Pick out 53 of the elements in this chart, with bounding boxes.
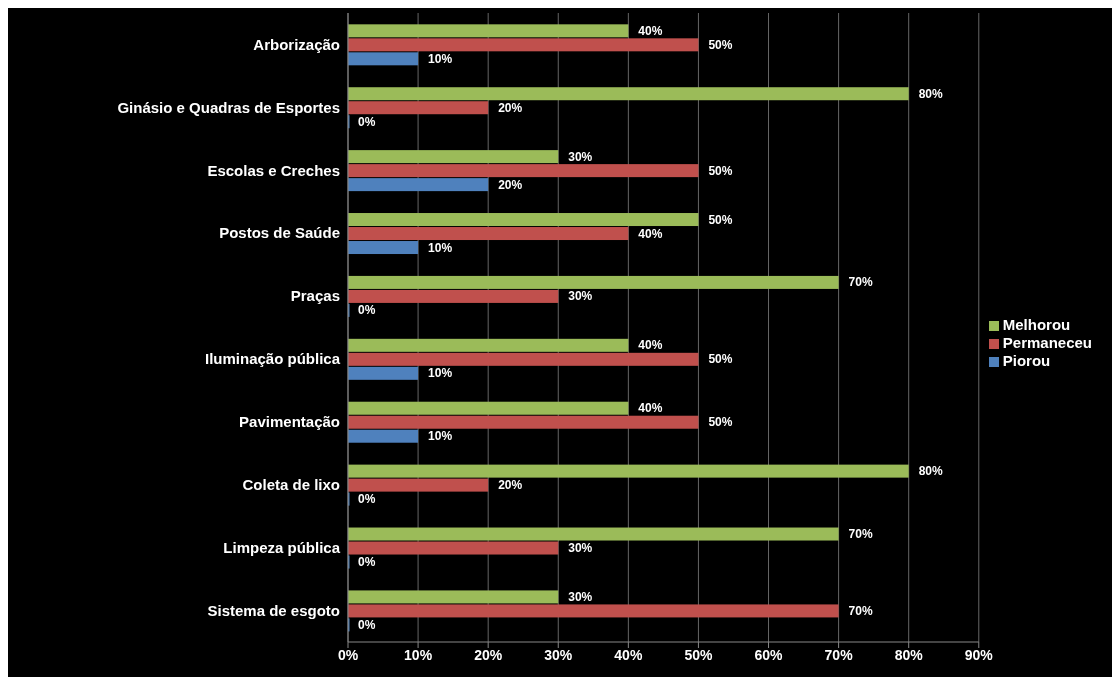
x-tick-label: 70%	[824, 646, 854, 663]
y-tick-label: Escolas e Creches	[207, 161, 340, 179]
x-tick-label: 90%	[964, 646, 994, 663]
y-tick-label: Praças	[290, 287, 340, 305]
x-tick-label: 10%	[404, 646, 433, 663]
data-label: 50%	[708, 37, 733, 52]
x-tick-label: 80%	[894, 646, 924, 663]
data-label: 50%	[708, 352, 733, 367]
y-tick-label: Arborização	[253, 35, 340, 53]
data-label: 20%	[498, 100, 523, 115]
data-label: 10%	[428, 429, 453, 444]
data-label: 30%	[568, 149, 593, 164]
y-tick-label: Postos de Saúde	[219, 224, 340, 242]
y-tick-label: Iluminação pública	[204, 350, 341, 368]
legend-label: Piorou	[1002, 351, 1051, 369]
x-tick-label: 0%	[337, 646, 359, 663]
x-tick-label: 40%	[614, 646, 643, 663]
data-label: 70%	[848, 603, 873, 618]
data-label: 40%	[638, 23, 663, 38]
data-label: 50%	[708, 163, 733, 178]
data-label: 10%	[428, 240, 453, 255]
legend-label: Melhorou	[1002, 315, 1071, 333]
data-label: 40%	[638, 338, 663, 353]
data-label: 20%	[498, 177, 523, 192]
data-label: 70%	[848, 275, 873, 290]
data-label: 80%	[918, 464, 944, 479]
data-label: 30%	[568, 289, 593, 304]
legend-label: Permaneceu	[1002, 333, 1092, 351]
data-label: 0%	[358, 492, 376, 507]
data-label: 0%	[358, 303, 376, 318]
data-label: 50%	[708, 415, 733, 430]
x-tick-label: 20%	[474, 646, 503, 663]
x-tick-label: 30%	[544, 646, 573, 663]
data-label: 10%	[428, 51, 453, 66]
data-label: 10%	[428, 366, 453, 381]
data-label: 0%	[358, 555, 376, 570]
y-tick-label: Ginásio e Quadras de Esportes	[117, 98, 340, 116]
data-label: 80%	[918, 86, 944, 101]
data-label: 40%	[638, 401, 663, 416]
data-label: 70%	[848, 527, 873, 542]
x-tick-label: 60%	[754, 646, 784, 663]
data-label: 30%	[568, 589, 593, 604]
y-tick-label: Sistema de esgoto	[207, 601, 340, 619]
data-label: 30%	[568, 541, 593, 556]
x-tick-label: 50%	[684, 646, 713, 663]
data-label: 20%	[498, 478, 523, 493]
data-label: 40%	[638, 226, 663, 241]
y-tick-label: Limpeza pública	[223, 538, 341, 556]
y-tick-label: Pavimentação	[239, 413, 340, 431]
data-label: 0%	[358, 114, 376, 129]
y-tick-label: Coleta de lixo	[242, 476, 340, 494]
data-label: 50%	[708, 212, 733, 227]
data-label: 0%	[358, 617, 376, 632]
